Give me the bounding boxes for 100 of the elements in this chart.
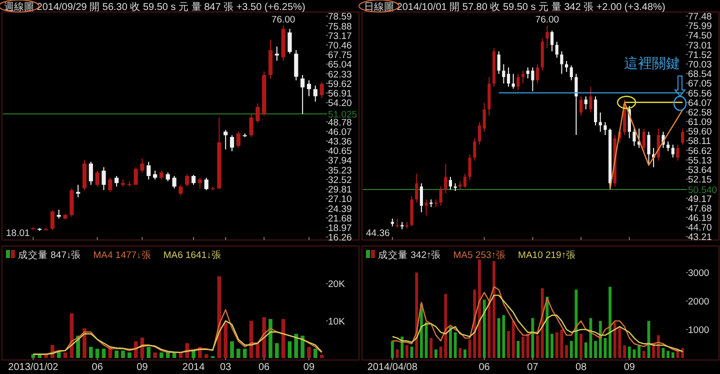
- candlestick: [50, 210, 54, 230]
- bar: [127, 352, 132, 358]
- candlestick: [598, 112, 602, 132]
- candlestick: [482, 102, 486, 132]
- candlestick: [546, 25, 549, 49]
- y-tick-label: 46.07: [328, 126, 352, 138]
- candlestick: [516, 73, 520, 90]
- candlestick: [420, 182, 423, 213]
- bar: [256, 343, 260, 358]
- candlestick: [313, 85, 318, 102]
- candlestick: [555, 41, 558, 58]
- y-tick-label: 65.04: [328, 60, 352, 71]
- y-tick-label: 56.91: [328, 88, 352, 100]
- y-tick-label: 58.11: [688, 136, 712, 148]
- y-tick-label: 18.97: [328, 222, 352, 234]
- candlestick: [274, 46, 279, 62]
- candlestick: [448, 176, 452, 190]
- candlestick: [439, 186, 442, 206]
- x-tick-label: 2014: [182, 362, 206, 373]
- candlestick: [444, 163, 448, 194]
- candlestick: [604, 122, 607, 136]
- y-tick-label: 75.99: [688, 21, 712, 32]
- x-tick-label: 09: [303, 362, 315, 373]
- y-tick-label: 43.21: [688, 232, 712, 244]
- bar: [488, 301, 491, 358]
- candlestick: [224, 129, 228, 150]
- y-tick-label: 1000: [688, 325, 710, 336]
- bar: [666, 350, 670, 358]
- y-tick-label: 29.81: [328, 184, 352, 196]
- y-tick-label: 62.33: [328, 69, 352, 80]
- line-series: [32, 320, 322, 355]
- candlestick: [594, 96, 598, 126]
- bar: [540, 288, 544, 358]
- candlestick: [570, 64, 573, 81]
- y-tick-label: 10K: [328, 316, 346, 328]
- candlestick: [589, 86, 592, 113]
- candlestick: [140, 158, 144, 173]
- y-tick-label: 37.94: [328, 156, 352, 167]
- candlestick: [230, 134, 234, 152]
- y-tick-label: 62.58: [688, 107, 712, 118]
- bar: [288, 341, 292, 358]
- bar: [121, 350, 125, 358]
- bar: [230, 341, 234, 358]
- text: 18.01: [6, 228, 30, 239]
- annotation: 76.00: [271, 14, 296, 26]
- bar: [204, 354, 208, 358]
- bar: [268, 318, 272, 358]
- bar: [405, 345, 408, 358]
- bar: [192, 350, 196, 358]
- bar: [430, 338, 433, 358]
- bar: [415, 272, 418, 358]
- bar: [224, 322, 228, 358]
- x-tick-label: 03: [220, 362, 232, 373]
- bar: [464, 349, 466, 358]
- candlestick: [512, 73, 515, 90]
- bar: [294, 334, 298, 358]
- candlestick: [647, 131, 650, 164]
- candlestick: [521, 70, 525, 84]
- bar: [262, 317, 266, 358]
- candlestick: [415, 173, 418, 204]
- x-tick-label: 2013/01/02: [8, 362, 59, 373]
- bar: [526, 334, 530, 358]
- text: MA10 219↑張: [518, 250, 576, 261]
- bar: [313, 348, 318, 358]
- candlestick: [463, 173, 467, 188]
- candlestick: [172, 175, 176, 189]
- bar: [671, 352, 674, 358]
- candlestick: [108, 177, 112, 192]
- bar: [522, 336, 524, 358]
- y-tick-label: 43.36: [328, 136, 352, 148]
- y-tick-label: 78.59: [328, 12, 352, 23]
- bar: [638, 345, 641, 358]
- text: 44.36: [366, 228, 390, 239]
- bar: [546, 296, 549, 358]
- candlestick: [536, 64, 540, 84]
- candlestick: [473, 138, 476, 162]
- y-tick-label: 46.19: [688, 212, 712, 224]
- bar: [95, 348, 100, 358]
- bar: [536, 335, 539, 358]
- y-tick-label: 67.75: [328, 50, 352, 62]
- y-tick-label: 32.52: [328, 174, 352, 186]
- candlestick: [478, 122, 482, 146]
- y-tick-label: 48.78: [328, 117, 352, 128]
- y-tick-label: 70.46: [328, 40, 352, 52]
- candlestick: [671, 144, 674, 158]
- annotation: 76.00: [535, 14, 560, 26]
- text: MA6 1641↓張: [163, 250, 222, 261]
- candlestick: [256, 102, 260, 124]
- bar: [307, 346, 311, 358]
- candlestick: [632, 128, 636, 146]
- candlestick: [396, 218, 399, 228]
- y-tick-label: 73.17: [328, 30, 352, 42]
- bar: [390, 340, 394, 358]
- bar: [512, 320, 515, 358]
- x-tick-label: 09: [624, 362, 636, 373]
- candlestick: [550, 30, 554, 52]
- candlestick: [564, 60, 568, 72]
- y-tick-label: 40.65: [328, 146, 352, 158]
- candlestick: [198, 177, 202, 189]
- y-tick-label: 77.48: [688, 12, 712, 23]
